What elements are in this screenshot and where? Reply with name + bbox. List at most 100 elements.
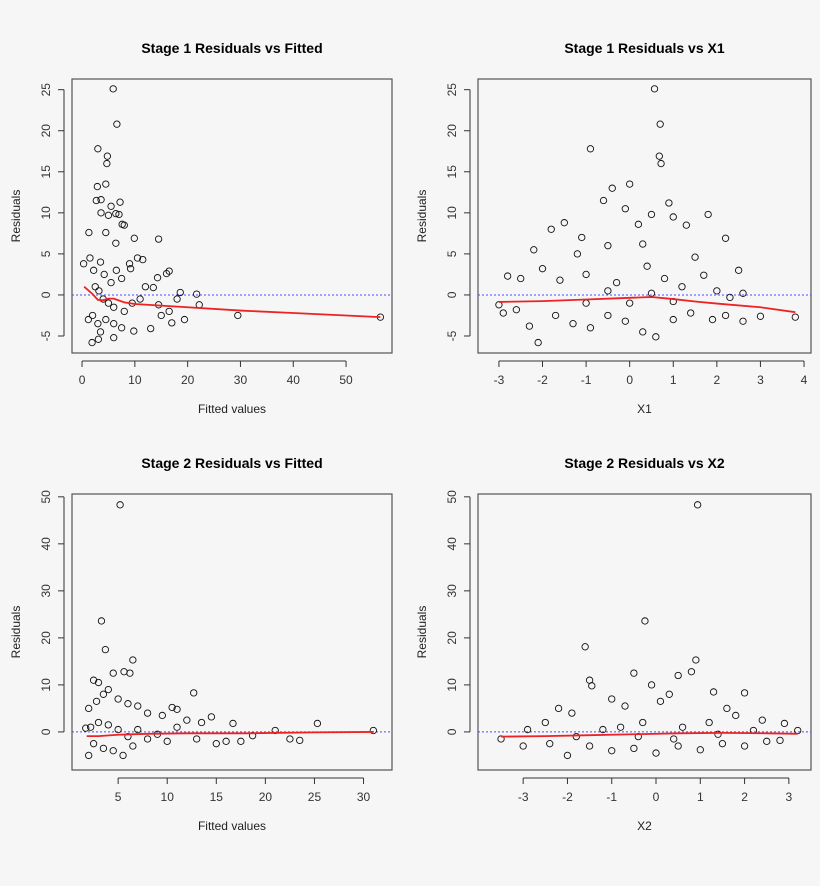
data-point (626, 299, 634, 307)
data-point (193, 735, 201, 743)
data-point (168, 703, 176, 712)
data-point (647, 681, 656, 689)
data-point (103, 152, 112, 160)
data-point (136, 295, 144, 303)
data-point (88, 311, 97, 320)
data-point (721, 234, 730, 242)
x-tick-label: 15 (210, 790, 224, 804)
data-point (313, 719, 322, 728)
data-point (91, 283, 99, 291)
data-point (97, 196, 105, 204)
y-axis-label: Residuals (9, 606, 23, 659)
data-point (612, 278, 621, 287)
y-tick-label: 10 (39, 206, 53, 220)
data-point (780, 719, 789, 728)
data-point (523, 725, 532, 734)
data-point (678, 723, 687, 731)
data-point (94, 145, 102, 153)
data-point (116, 501, 124, 509)
data-point (621, 317, 629, 325)
data-point (129, 742, 137, 750)
data-point (103, 159, 111, 168)
data-point (682, 221, 690, 229)
data-point (650, 85, 659, 93)
smoother-line (83, 286, 381, 319)
data-point (112, 266, 121, 274)
data-point (551, 311, 560, 320)
y-tick-label: 20 (445, 631, 459, 645)
data-point (541, 718, 549, 727)
data-point (176, 288, 184, 297)
data-point (693, 501, 702, 509)
y-tick-label: 5 (445, 250, 459, 257)
data-point (655, 152, 663, 160)
data-point (700, 271, 708, 279)
data-point (734, 266, 743, 274)
data-point (776, 736, 784, 745)
data-point (207, 713, 216, 721)
x-axis-label: Fitted values (198, 819, 266, 833)
data-point (86, 254, 94, 262)
data-point (709, 688, 718, 696)
data-point (94, 718, 103, 727)
data-point (114, 695, 122, 703)
x-tick-label: 3 (757, 373, 764, 387)
panel-2: Stage 1 Residuals vs X1 X1 Residuals -3 -2 -1… (415, 40, 812, 416)
chart-title: Stage 2 Residuals vs X2 (564, 455, 725, 471)
data-point (92, 196, 100, 205)
y-tick-label: 15 (445, 165, 459, 179)
x-tick-label: -1 (606, 790, 617, 804)
data-point (687, 668, 696, 676)
plot-frame (71, 493, 393, 771)
x-tick-label: 30 (357, 790, 371, 804)
data-point (604, 242, 612, 250)
x-axis-label: X2 (637, 819, 652, 833)
y-tick-label: 0 (445, 291, 459, 298)
data-point (102, 315, 110, 324)
y-tick-label: 5 (39, 250, 53, 257)
x-tick-label: 5 (115, 790, 122, 804)
data-point (534, 338, 542, 347)
data-point (117, 274, 126, 283)
data-point (97, 617, 106, 625)
data-point (163, 737, 171, 745)
y-axis-label: Residuals (9, 190, 23, 243)
data-point (608, 184, 616, 192)
data-point (157, 311, 165, 320)
y-tick-label: 40 (39, 537, 53, 551)
data-point (739, 317, 747, 325)
data-point (660, 274, 669, 283)
data-point (173, 723, 181, 731)
y-tick-label: 25 (39, 83, 53, 97)
data-point (621, 702, 629, 710)
y-tick-label: 10 (39, 678, 53, 692)
data-point (134, 702, 142, 710)
data-point (104, 211, 113, 219)
data-point (212, 740, 220, 748)
data-point (192, 290, 201, 298)
data-point (656, 120, 664, 128)
data-point (92, 697, 101, 706)
data-point (120, 307, 128, 316)
data-point (183, 716, 191, 724)
data-point (586, 324, 595, 332)
data-point (639, 328, 647, 336)
x-tick-label: -1 (581, 373, 592, 387)
plot-frame (71, 78, 393, 354)
data-point (94, 320, 102, 328)
data-point (616, 723, 625, 731)
data-point (643, 262, 651, 270)
data-point (97, 209, 105, 217)
data-point (791, 313, 799, 321)
data-point (120, 221, 128, 229)
data-point (563, 751, 572, 760)
data-point (110, 303, 118, 311)
data-point (581, 643, 589, 651)
data-point (165, 267, 173, 275)
data-point (112, 239, 120, 247)
data-point (647, 210, 656, 219)
data-point (120, 668, 128, 676)
data-point (104, 721, 112, 729)
y-tick-label: -5 (445, 330, 459, 341)
plot-frame (477, 493, 812, 771)
